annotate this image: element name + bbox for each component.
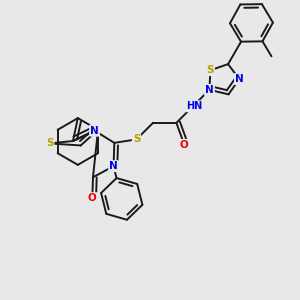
Text: N: N xyxy=(205,85,214,95)
Text: S: S xyxy=(207,65,214,75)
Text: N: N xyxy=(205,85,214,95)
Text: O: O xyxy=(180,140,189,150)
Text: O: O xyxy=(180,140,189,150)
Text: N: N xyxy=(90,125,99,136)
Text: HN: HN xyxy=(186,101,202,111)
Text: HN: HN xyxy=(186,101,202,111)
Text: S: S xyxy=(46,138,53,148)
Text: N: N xyxy=(90,125,99,136)
Text: N: N xyxy=(109,161,118,171)
Text: S: S xyxy=(133,134,140,144)
Text: N: N xyxy=(109,161,118,171)
Text: O: O xyxy=(88,193,97,203)
Text: N: N xyxy=(235,74,244,84)
Text: S: S xyxy=(133,134,140,144)
Text: O: O xyxy=(88,193,97,203)
Text: N: N xyxy=(235,74,244,84)
Text: S: S xyxy=(46,138,53,148)
Text: S: S xyxy=(207,65,214,75)
